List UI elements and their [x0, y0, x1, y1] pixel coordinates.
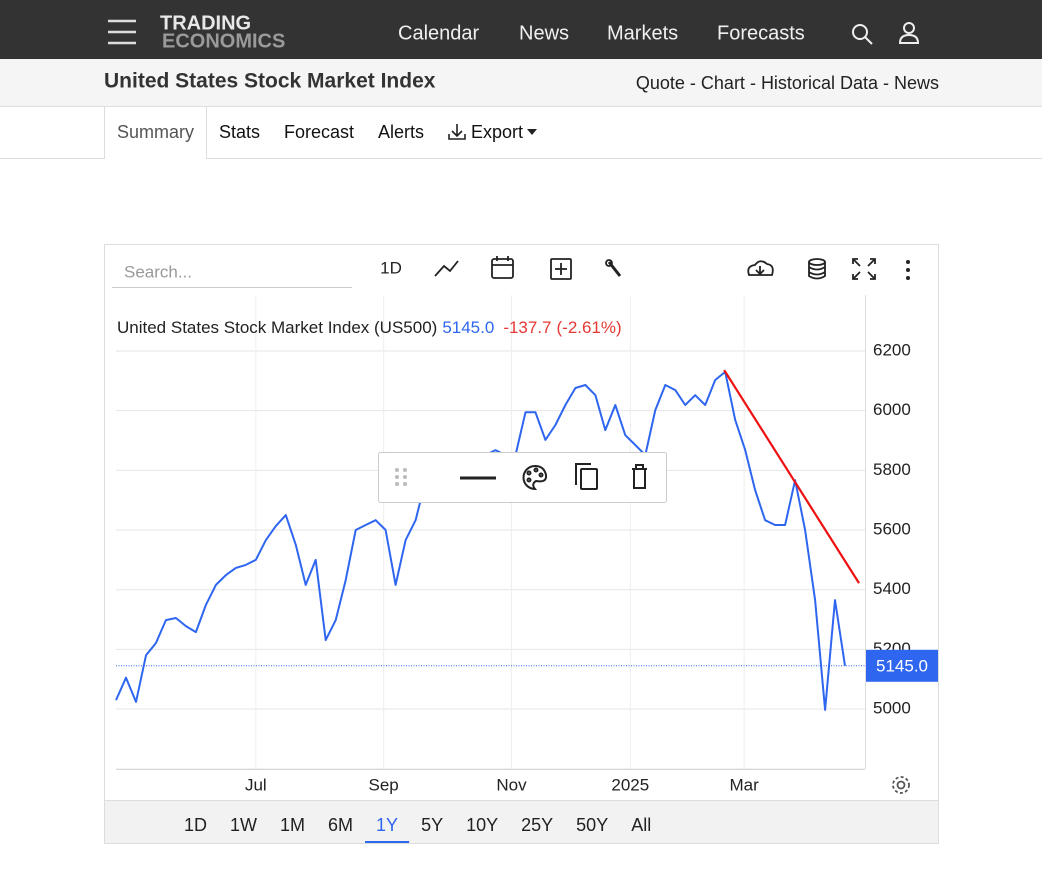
fullscreen-icon[interactable] [852, 258, 876, 280]
nav-link[interactable]: News [519, 22, 569, 44]
range-button[interactable]: 1M [280, 815, 305, 835]
x-tick-label: Jul [245, 775, 267, 794]
header-link[interactable]: Historical Data [761, 73, 879, 93]
y-tick-label: 5000 [873, 699, 911, 718]
download-icon[interactable] [747, 260, 774, 276]
change: -137.7 [503, 318, 551, 337]
y-tick-label: 6000 [873, 400, 911, 419]
y-tick-label: 5600 [873, 520, 911, 539]
export-caret [527, 129, 537, 135]
user-icon[interactable] [898, 22, 920, 44]
change-percent: (-2.61%) [557, 318, 622, 337]
datasource-icon[interactable] [808, 258, 826, 280]
last-price-label: 5145.0 [876, 656, 928, 675]
delete-button[interactable] [632, 464, 647, 489]
logo-top[interactable]: TRADING [160, 12, 251, 34]
range-button[interactable]: 1D [184, 815, 207, 835]
search-placeholder[interactable]: Search... [124, 262, 192, 281]
nav-link[interactable]: Forecasts [717, 22, 805, 44]
range-bar [105, 801, 938, 843]
range-button[interactable]: 10Y [466, 815, 498, 835]
link-separator: - [690, 73, 696, 93]
link-separator: - [750, 73, 756, 93]
x-tick-label: Sep [369, 775, 399, 794]
interval-button[interactable]: 1D [380, 258, 402, 277]
nav-link[interactable]: Markets [607, 22, 678, 44]
active-tab-gap [105, 157, 206, 160]
active-tab [104, 106, 207, 159]
y-tick-label: 5800 [873, 460, 911, 479]
subheader [0, 59, 1042, 106]
logo-bottom[interactable]: ECONOMICS [162, 30, 285, 52]
x-tick-label: Mar [730, 775, 760, 794]
x-tick-label: 2025 [611, 775, 649, 794]
x-tick-label: Nov [496, 775, 527, 794]
trendline [723, 369, 860, 584]
settings-icon[interactable] [892, 776, 910, 794]
copy-button[interactable] [575, 463, 598, 490]
range-button[interactable]: 6M [328, 815, 353, 835]
search-icon[interactable] [852, 24, 873, 45]
tab[interactable]: Forecast [284, 122, 354, 142]
range-button[interactable]: 5Y [421, 815, 443, 835]
chart-title: United States Stock Market Index (US500) [117, 318, 437, 337]
tab[interactable]: Summary [117, 122, 194, 142]
drawing-toolbar [378, 452, 667, 503]
chart-legend: United States Stock Market Index (US500)… [117, 318, 622, 337]
chart-card [104, 244, 939, 844]
menu-icon[interactable] [108, 19, 136, 45]
tab[interactable]: Alerts [378, 122, 424, 142]
last-value: 5145.0 [442, 318, 494, 337]
range-button[interactable]: All [631, 815, 651, 835]
export-icon [448, 124, 466, 140]
add-indicator-icon[interactable] [550, 258, 572, 280]
tab[interactable]: Stats [219, 122, 260, 142]
drag-handle[interactable] [395, 468, 407, 486]
tools-icon[interactable] [605, 259, 622, 277]
range-button[interactable]: 25Y [521, 815, 553, 835]
header-link[interactable]: Quote [636, 73, 685, 93]
header-links: Quote - Chart - Historical Data - News [636, 73, 939, 93]
last-price-box [866, 649, 938, 682]
range-button[interactable]: 1Y [376, 815, 398, 835]
more-icon[interactable] [906, 260, 910, 280]
calendar-icon[interactable] [491, 256, 514, 279]
header-link[interactable]: News [894, 73, 939, 93]
page-title: United States Stock Market Index [104, 70, 436, 93]
header-link[interactable]: Chart [701, 73, 745, 93]
range-button[interactable]: 1W [230, 815, 257, 835]
nav-bar [0, 0, 1042, 59]
y-tick-label: 6200 [873, 341, 911, 360]
color-button[interactable] [522, 464, 548, 491]
link-separator: - [883, 73, 889, 93]
range-button[interactable]: 50Y [576, 815, 608, 835]
tab[interactable]: Export [471, 122, 523, 142]
y-tick-label: 5400 [873, 579, 911, 598]
nav-link[interactable]: Calendar [398, 22, 480, 44]
chart-type-icon[interactable] [434, 260, 459, 277]
